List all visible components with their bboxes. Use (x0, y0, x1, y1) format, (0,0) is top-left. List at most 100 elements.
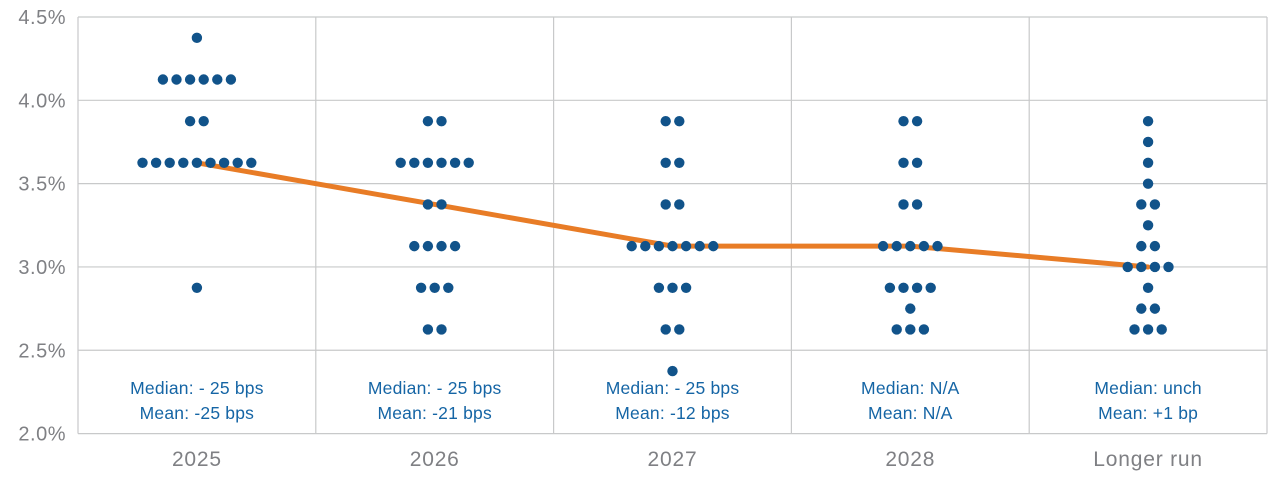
x-category-label: 2025 (172, 448, 222, 471)
y-tick-label: 4.5% (18, 7, 66, 29)
projection-dot (1136, 240, 1147, 252)
projection-dot (911, 115, 923, 127)
projection-dot (660, 199, 671, 210)
projection-dot (626, 240, 637, 252)
projection-dot (891, 240, 902, 252)
projection-dot (667, 282, 678, 293)
projection-dot (660, 157, 671, 169)
projection-dot (1149, 199, 1161, 210)
projection-dot (877, 240, 889, 252)
projection-dot (660, 324, 671, 335)
projection-dot (449, 157, 461, 169)
median-annotation: Median: - 25 bps (606, 378, 740, 398)
projection-dot (898, 282, 909, 293)
projection-dot (246, 157, 257, 169)
projection-dot (898, 199, 909, 210)
projection-dot (660, 115, 671, 127)
projection-dot (925, 282, 936, 293)
projection-dot (905, 324, 916, 335)
projection-dot (1142, 157, 1154, 169)
x-category-label: 2028 (885, 448, 935, 471)
projection-dot (422, 324, 434, 335)
y-tick-label: 3.0% (18, 257, 66, 279)
x-category-label: Longer run (1093, 448, 1203, 471)
median-annotation: Median: - 25 bps (130, 378, 264, 398)
projection-dot (674, 199, 685, 210)
projection-dot (884, 282, 896, 293)
projection-dot (184, 115, 196, 127)
projection-dot (1136, 199, 1147, 210)
projection-dot (674, 115, 685, 127)
projection-dot (409, 157, 420, 169)
projection-dot (1156, 324, 1167, 335)
projection-dot (191, 157, 203, 169)
projection-dot (422, 240, 434, 252)
projection-dot (708, 240, 719, 252)
projection-dot (1163, 261, 1174, 273)
projection-dot (1129, 324, 1140, 335)
projection-dot (1136, 261, 1147, 273)
projection-dot (1142, 178, 1154, 189)
projection-dot (429, 282, 440, 293)
projection-dot (436, 157, 447, 169)
projection-dot (1142, 282, 1154, 293)
projection-dot (680, 282, 692, 293)
projection-dot (178, 157, 189, 169)
projection-dot (667, 365, 678, 377)
projection-dot (436, 240, 447, 252)
projection-dot (653, 282, 665, 293)
y-tick-label: 2.0% (18, 424, 66, 446)
projection-dot (164, 157, 175, 169)
projection-dot (218, 157, 230, 169)
projection-dot (1142, 324, 1154, 335)
projection-dot (191, 282, 203, 293)
projection-dot (932, 240, 943, 252)
projection-dot (422, 157, 434, 169)
projection-dot (422, 115, 434, 127)
mean-annotation: Mean: -25 bps (140, 403, 255, 423)
projection-dot (898, 115, 909, 127)
median-line (194, 160, 1151, 270)
projection-dot (157, 74, 169, 85)
y-tick-label: 4.0% (18, 90, 66, 112)
mean-annotation: Mean: -12 bps (615, 403, 730, 423)
projection-dot (911, 199, 923, 210)
projection-dot (694, 240, 705, 252)
projection-dot (212, 74, 223, 85)
mean-annotation: Mean: -21 bps (377, 403, 492, 423)
projection-dot (674, 157, 685, 169)
projection-dot (674, 324, 685, 335)
projection-dot (443, 282, 454, 293)
projection-dot (911, 282, 923, 293)
projection-dot (463, 157, 474, 169)
x-category-label: 2026 (410, 448, 460, 471)
projection-dot (436, 324, 447, 335)
projection-dot (225, 74, 237, 85)
projection-dot (171, 74, 182, 85)
mean-annotation: Mean: N/A (868, 403, 953, 423)
projection-dot (395, 157, 406, 169)
projection-dot (905, 240, 916, 252)
projection-dot (653, 240, 665, 252)
projection-dot (137, 157, 148, 169)
projection-dot (415, 282, 427, 293)
projection-dot (1122, 261, 1133, 273)
projection-dot (911, 157, 923, 169)
median-annotation: Median: unch (1094, 378, 1201, 398)
projection-dot (232, 157, 243, 169)
projection-dot (1149, 303, 1161, 314)
projection-dot (918, 324, 930, 335)
projection-dot (198, 74, 209, 85)
projection-dot (409, 240, 420, 252)
projection-dot (436, 199, 447, 210)
mean-annotation: Mean: +1 bp (1098, 403, 1198, 423)
projection-dot (184, 74, 196, 85)
projection-dot (449, 240, 461, 252)
projection-dot (422, 199, 434, 210)
projection-dot (150, 157, 162, 169)
projection-dot (640, 240, 651, 252)
projection-dot (891, 324, 902, 335)
projection-dot (667, 240, 678, 252)
